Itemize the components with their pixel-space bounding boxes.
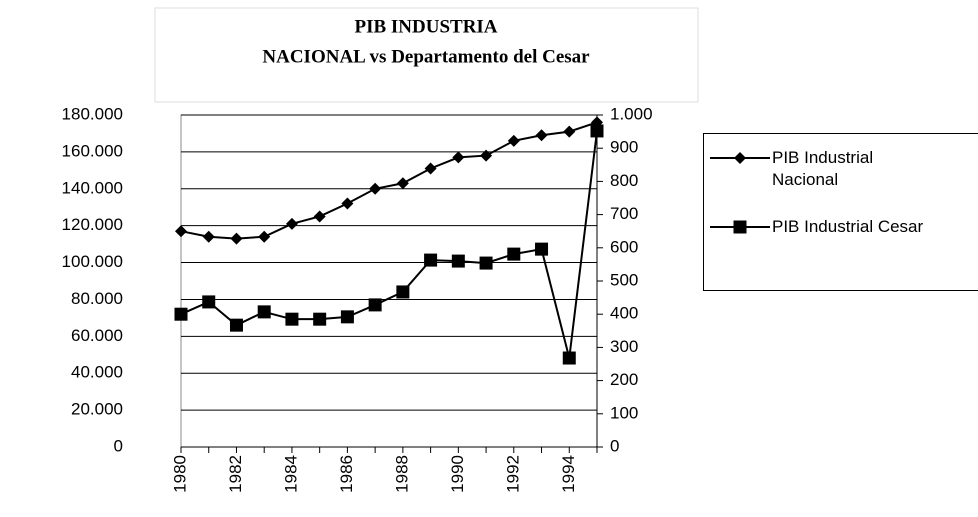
marker: [507, 247, 521, 261]
y-tick-label: 0: [114, 436, 123, 455]
series-line: [180, 121, 598, 240]
y2-tick-label: 600: [610, 237, 638, 256]
y2-tick-label: 1.000: [610, 104, 653, 123]
marker: [369, 182, 382, 195]
marker: [285, 217, 298, 230]
y-tick-label: 140.000: [62, 178, 123, 197]
y-tick-label: 120.000: [62, 215, 123, 234]
legend-label: PIB Industrial Cesar: [772, 217, 924, 236]
marker: [590, 124, 604, 138]
y2-tick-label: 500: [610, 270, 638, 289]
marker: [451, 254, 465, 268]
marker: [230, 232, 243, 245]
title-box: [154, 7, 699, 103]
legend-icon: [710, 220, 770, 234]
chart-title: PIB INDUSTRIA: [354, 16, 497, 37]
y-tick-label: 100.000: [62, 252, 123, 271]
marker: [424, 253, 438, 267]
series-line: [180, 130, 598, 359]
y2-tick-label: 300: [610, 337, 638, 356]
marker: [229, 318, 243, 332]
y-tick-label: 80.000: [71, 289, 123, 308]
legend-label: PIB Industrial Nacional: [772, 148, 874, 189]
y2-tick-label: 800: [610, 171, 638, 190]
marker: [202, 295, 216, 309]
marker: [174, 307, 188, 321]
marker: [340, 310, 354, 324]
marker: [258, 230, 271, 243]
marker: [313, 312, 327, 326]
plot-area: [180, 114, 598, 448]
legend-item: PIB Industrial Cesar: [710, 216, 923, 238]
x-tick-label: 1986: [337, 455, 356, 493]
x-tick-label: 1984: [281, 455, 300, 493]
legend-item: PIB Industrial Nacional: [710, 147, 922, 191]
marker: [368, 298, 382, 312]
x-tick-label: 1990: [448, 455, 467, 493]
marker: [341, 197, 354, 210]
y-tick-label: 160.000: [62, 141, 123, 160]
x-tick-label: 1980: [170, 455, 189, 493]
marker: [479, 256, 493, 270]
marker: [452, 151, 465, 164]
marker: [734, 152, 746, 164]
marker: [535, 242, 549, 256]
marker: [257, 305, 271, 319]
y2-tick-label: 100: [610, 403, 638, 422]
y-tick-label: 60.000: [71, 326, 123, 345]
y2-tick-label: 400: [610, 304, 638, 323]
marker: [535, 129, 548, 142]
marker: [313, 210, 326, 223]
x-tick-label: 1994: [559, 455, 578, 493]
marker: [396, 177, 409, 190]
marker: [563, 125, 576, 138]
x-tick-label: 1992: [503, 455, 522, 493]
marker: [480, 149, 493, 162]
marker: [562, 351, 576, 365]
y2-tick-label: 200: [610, 370, 638, 389]
y2-tick-label: 900: [610, 138, 638, 157]
marker: [396, 285, 410, 299]
marker: [507, 134, 520, 147]
marker: [175, 225, 187, 238]
y2-tick-label: 700: [610, 204, 638, 223]
marker: [424, 162, 437, 175]
y2-tick-label: 0: [610, 436, 619, 455]
marker: [733, 220, 747, 234]
chart-subtitle: NACIONAL vs Departamento del Cesar: [262, 46, 590, 67]
y-tick-label: 20.000: [71, 400, 123, 419]
y-tick-label: 180.000: [62, 104, 123, 123]
x-tick-label: 1982: [226, 455, 245, 493]
y-tick-label: 40.000: [71, 363, 123, 382]
x-tick-label: 1988: [392, 455, 411, 493]
marker: [202, 230, 215, 243]
legend-icon: [710, 152, 770, 164]
legend: PIB Industrial Nacional PIB Industrial Ce…: [703, 133, 978, 291]
marker: [285, 312, 299, 326]
